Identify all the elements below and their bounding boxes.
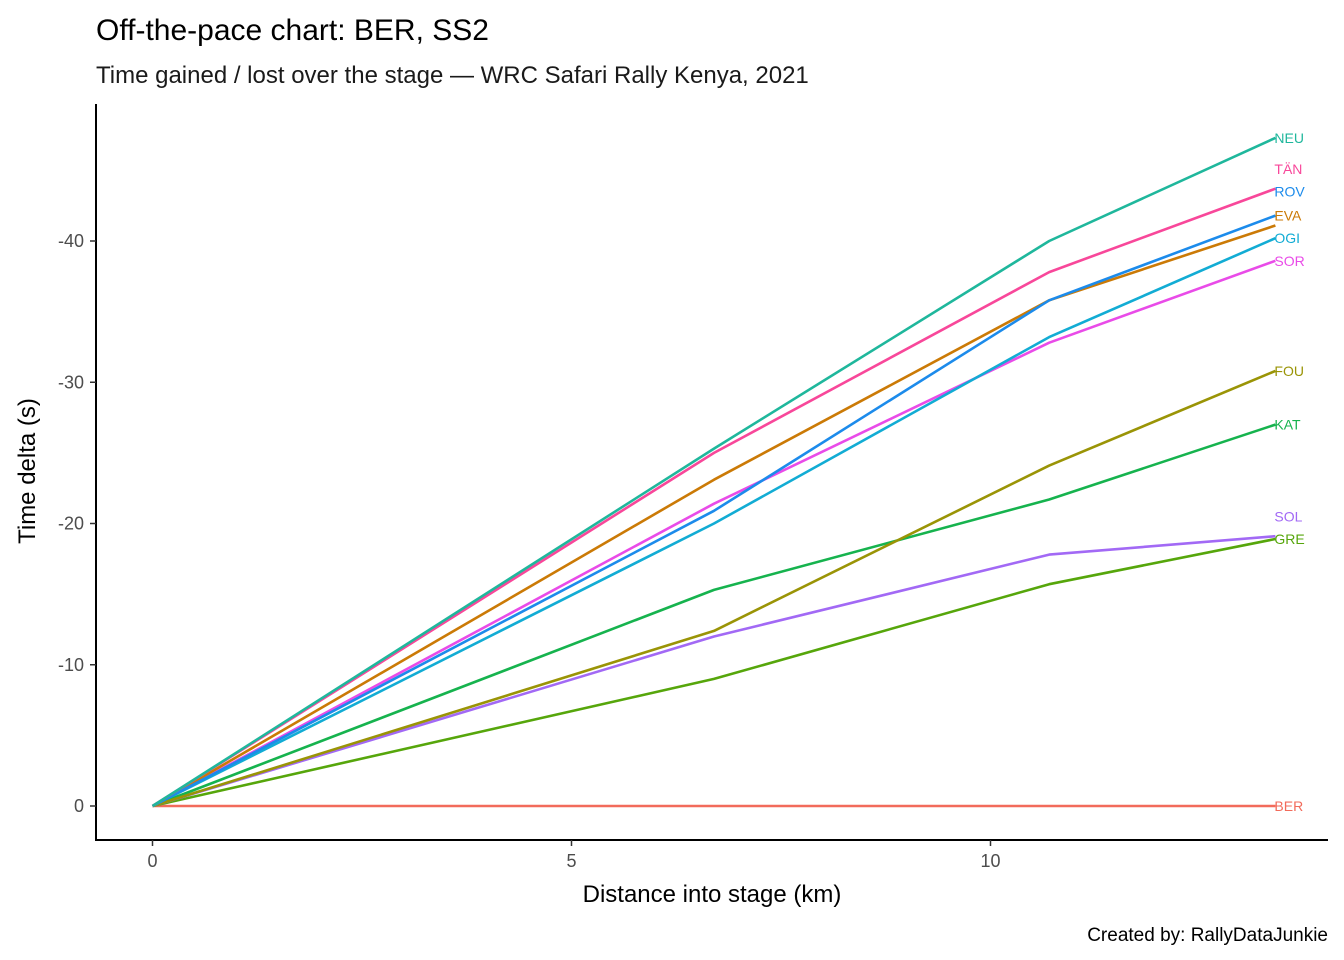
series-line-ogi [151, 237, 1276, 808]
series-line-sol [152, 534, 1276, 808]
series-label-kat: KAT [1274, 417, 1301, 433]
series-label-gre: GRE [1274, 531, 1304, 547]
series-label-rov: ROV [1274, 184, 1305, 200]
series-label-eva: EVA [1274, 208, 1302, 224]
series-line-tän [151, 187, 1276, 808]
x-tick-label: 10 [980, 851, 1000, 871]
y-tick-label: -40 [58, 231, 84, 251]
x-tick-label: 0 [147, 851, 157, 871]
y-tick-label: 0 [74, 796, 84, 816]
x-axis-ticks: 0 5 10 [147, 840, 1001, 871]
series-label-ogi: OGI [1274, 230, 1300, 246]
series-label-tän: TÄN [1274, 161, 1302, 177]
y-tick-label: -10 [58, 655, 84, 675]
series-line-gre [152, 537, 1276, 808]
y-tick-label: -30 [58, 372, 84, 392]
y-axis-title: Time delta (s) [14, 398, 41, 544]
series-line-rov [151, 214, 1276, 808]
series-label-sor: SOR [1274, 253, 1304, 269]
x-tick-label: 5 [566, 851, 576, 871]
plot-lines [151, 136, 1276, 808]
series-label-neu: NEU [1274, 130, 1304, 146]
chart-subtitle: Time gained / lost over the stage — WRC … [96, 62, 809, 89]
series-line-sor [151, 259, 1276, 808]
series-line-kat [152, 423, 1276, 808]
y-tick-label: -20 [58, 514, 84, 534]
y-axis-ticks: 0 -10 -20 -30 -40 [58, 231, 96, 816]
series-line-eva [151, 224, 1276, 808]
series-label-ber: BER [1274, 798, 1303, 814]
chart-title: Off-the-pace chart: BER, SS2 [96, 14, 489, 47]
chart-caption: Created by: RallyDataJunkie [1087, 925, 1328, 946]
series-labels: BER GRE SOL KAT FOU SOR OGI EVA ROV TÄN NEU [1274, 130, 1305, 814]
series-label-fou: FOU [1274, 363, 1304, 379]
x-axis-title: Distance into stage (km) [583, 881, 842, 908]
series-line-neu [151, 136, 1276, 808]
series-label-sol: SOL [1274, 508, 1302, 524]
series-line-fou [152, 369, 1276, 808]
